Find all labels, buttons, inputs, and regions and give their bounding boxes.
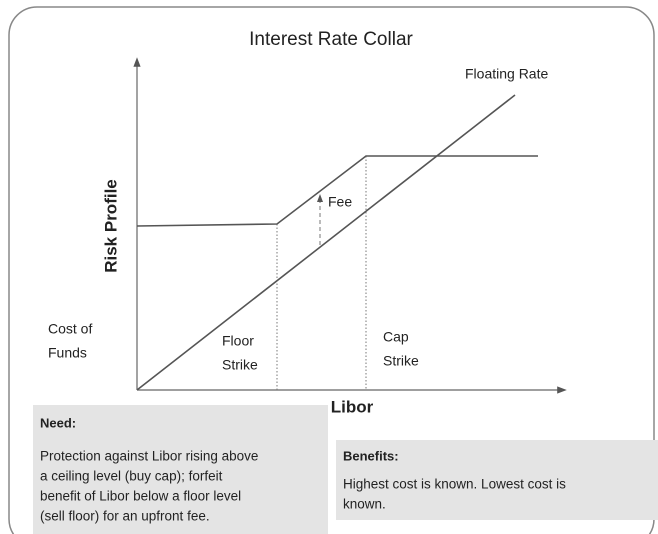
fee-label: Fee — [328, 194, 352, 210]
y-axis-label: Risk Profile — [101, 179, 120, 273]
benefits-box — [336, 440, 658, 520]
need-text: benefit of Libor below a floor level — [40, 489, 241, 504]
cost-of-funds: Funds — [48, 345, 87, 361]
benefits-heading: Benefits: — [343, 448, 399, 463]
need-box — [33, 405, 328, 534]
floor-strike: Floor — [222, 333, 254, 349]
floating-rate-line — [136, 94, 516, 391]
collar-line — [136, 155, 538, 227]
benefits-text: known. — [343, 497, 386, 512]
need-text: (sell floor) for an upfront fee. — [40, 509, 210, 524]
cost-of-funds: Cost of — [48, 321, 92, 337]
need-heading: Need: — [40, 415, 76, 430]
cap-strike: Strike — [383, 353, 419, 369]
floating-rate-label: Floating Rate — [465, 66, 548, 82]
need-text: Protection against Libor rising above — [40, 449, 258, 464]
need-text: a ceiling level (buy cap); forfeit — [40, 469, 223, 484]
benefits-text: Highest cost is known. Lowest cost is — [343, 477, 566, 492]
floor-strike: Strike — [222, 357, 258, 373]
x-axis-label: Libor — [331, 397, 374, 416]
title: Interest Rate Collar — [249, 29, 413, 50]
cap-strike: Cap — [383, 329, 409, 345]
frame — [8, 6, 655, 534]
